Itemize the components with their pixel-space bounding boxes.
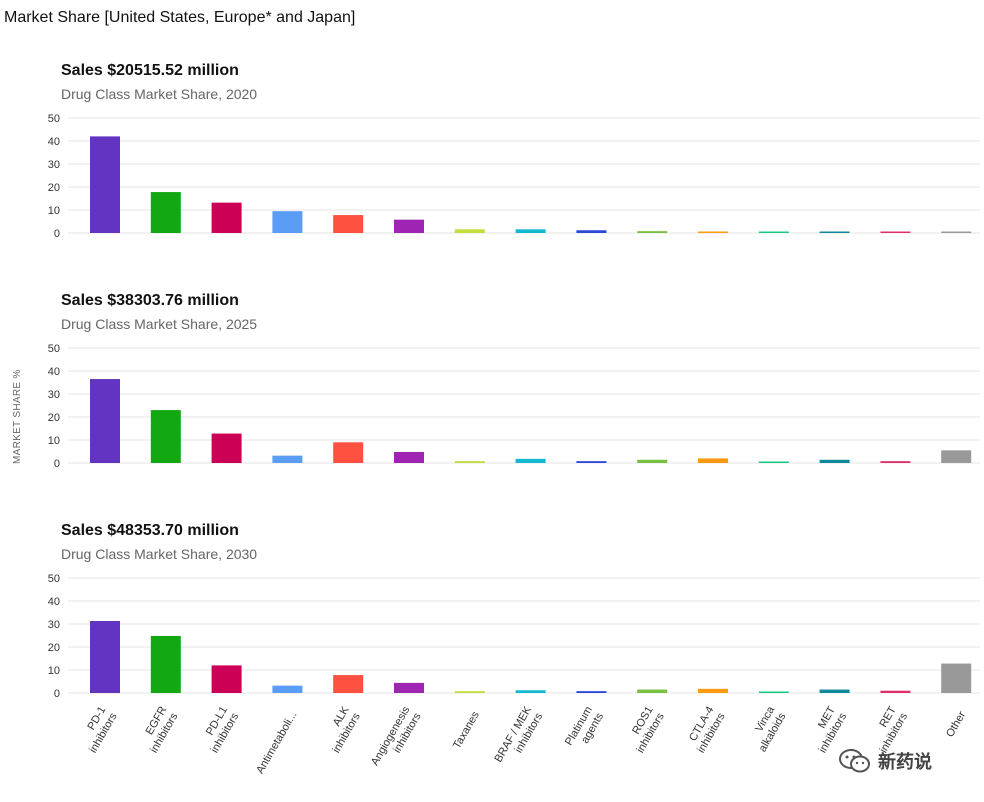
y-tick-label: 0 [54, 458, 60, 470]
y-tick-label: 10 [48, 435, 60, 447]
x-tick-label: PD-1inhibitors [76, 704, 120, 755]
bar[interactable] [90, 621, 120, 693]
x-tick-label: Angiogenesisinhibitors [369, 704, 424, 774]
y-tick-label: 40 [48, 136, 60, 148]
y-tick-label: 50 [48, 573, 60, 585]
x-tick-label: PD-L1inhibitors [198, 704, 242, 755]
bar[interactable] [819, 459, 850, 463]
x-tick-label-line: Antimetaboli... [254, 710, 299, 776]
bar[interactable] [333, 675, 364, 693]
y-tick-label: 30 [48, 389, 60, 401]
y-tick-label: 20 [48, 412, 60, 424]
panel-title: Sales $38303.76 million [61, 292, 239, 309]
y-tick-label: 20 [48, 642, 60, 654]
bar[interactable] [576, 230, 607, 233]
bar[interactable] [272, 685, 303, 693]
y-tick-label: 40 [48, 596, 60, 608]
chart-panels: Sales $20515.52 million Drug Class Market… [48, 62, 980, 700]
x-tick-label: ROS1inhibitors [623, 704, 667, 755]
x-tick-label: BRAF / MEKinhibitors [492, 704, 545, 771]
bar[interactable] [333, 215, 364, 233]
y-tick-label: 10 [48, 665, 60, 677]
x-tick-label: Antimetaboli... [254, 710, 299, 776]
bar[interactable] [211, 433, 242, 463]
bar[interactable] [941, 450, 972, 463]
x-tick-label: Platinumagents [563, 704, 606, 754]
bar[interactable] [637, 231, 668, 233]
y-tick-label: 50 [48, 343, 60, 355]
bar[interactable] [576, 691, 607, 693]
x-tick-label: Taxanes [451, 709, 482, 751]
bar[interactable] [758, 231, 789, 234]
chart-panel: Sales $38303.76 million Drug Class Market… [48, 292, 980, 470]
bar[interactable] [698, 231, 728, 234]
y-axis-label: MARKET SHARE % [12, 369, 23, 464]
bar[interactable] [211, 665, 242, 693]
bar[interactable] [394, 219, 424, 233]
bar[interactable] [150, 192, 181, 233]
y-tick-label: 10 [48, 205, 60, 217]
y-tick-label: 30 [48, 619, 60, 631]
bar[interactable] [394, 451, 424, 463]
y-tick-label: 0 [54, 228, 60, 240]
bar[interactable] [90, 379, 120, 463]
y-tick-label: 40 [48, 366, 60, 378]
bar[interactable] [880, 461, 911, 463]
bar[interactable] [150, 635, 181, 693]
page-title: Market Share [United States, Europe* and… [4, 9, 356, 26]
bar[interactable] [758, 691, 789, 694]
panel-title: Sales $20515.52 million [61, 62, 239, 79]
bar[interactable] [698, 458, 728, 463]
category-labels: PD-1inhibitors EGFRinhibitors PD-L1inhibit… [76, 704, 968, 776]
bar[interactable] [941, 663, 972, 693]
x-tick-label-line: Taxanes [451, 709, 482, 751]
bar[interactable] [394, 682, 424, 693]
y-tick-label: 50 [48, 113, 60, 125]
bar[interactable] [272, 455, 303, 463]
chart-panel: Sales $20515.52 million Drug Class Market… [48, 62, 980, 240]
bar[interactable] [819, 231, 850, 234]
x-tick-label-line: Other [944, 709, 968, 739]
panel-subtitle: Drug Class Market Share, 2025 [61, 316, 257, 332]
bar[interactable] [515, 690, 546, 693]
watermark: 新药说 [838, 748, 932, 774]
x-tick-label: CTLA-4inhibitors [684, 704, 728, 755]
bar[interactable] [454, 229, 485, 233]
watermark-text: 新药说 [878, 752, 932, 772]
bar[interactable] [637, 459, 668, 463]
bar[interactable] [272, 211, 303, 233]
bar[interactable] [880, 231, 911, 234]
panel-subtitle: Drug Class Market Share, 2030 [61, 546, 257, 562]
x-tick-label: Other [944, 709, 968, 739]
bar[interactable] [211, 202, 242, 233]
bar[interactable] [454, 691, 485, 693]
panel-title: Sales $48353.70 million [61, 522, 239, 539]
bar[interactable] [515, 458, 546, 463]
wechat-logo-icon [839, 749, 870, 773]
bar[interactable] [150, 410, 181, 463]
chart-panel: Sales $48353.70 million Drug Class Market… [48, 522, 980, 700]
bar[interactable] [333, 442, 364, 463]
x-tick-label: EGFRinhibitors [137, 704, 181, 755]
y-tick-label: 30 [48, 159, 60, 171]
bar[interactable] [819, 689, 850, 693]
bar[interactable] [576, 461, 607, 463]
bar[interactable] [454, 461, 485, 463]
panel-subtitle: Drug Class Market Share, 2020 [61, 86, 257, 102]
bar[interactable] [758, 461, 789, 464]
y-tick-label: 0 [54, 688, 60, 700]
bar[interactable] [90, 136, 120, 233]
bar[interactable] [698, 688, 728, 693]
bar[interactable] [880, 690, 911, 693]
bar[interactable] [941, 231, 972, 234]
x-tick-label: Vincaalkaloids [745, 704, 788, 754]
bar[interactable] [515, 229, 546, 233]
x-tick-label: ALKinhibitors [319, 704, 363, 755]
bar[interactable] [637, 689, 668, 693]
y-tick-label: 20 [48, 182, 60, 194]
